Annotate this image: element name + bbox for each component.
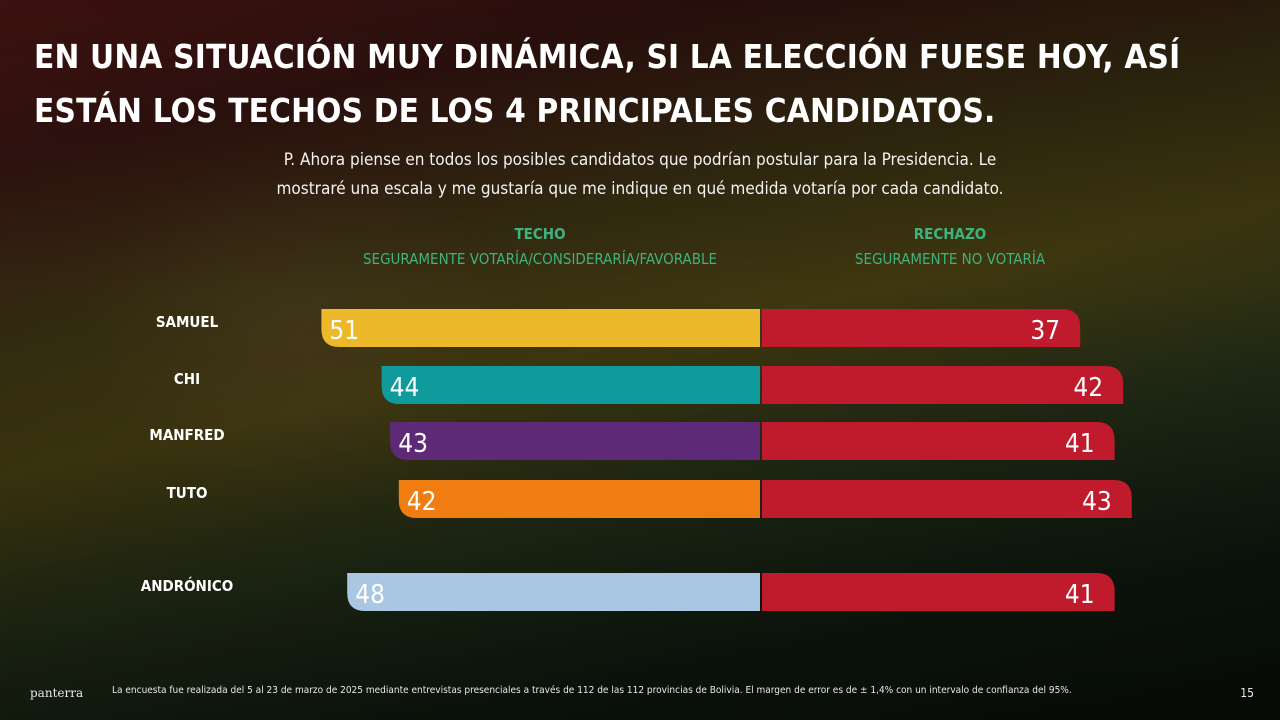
techo-value-label-chi: 44 bbox=[390, 373, 420, 403]
panterra-logo: panterra bbox=[30, 686, 84, 700]
rechazo-header-title: RECHAZO bbox=[913, 225, 987, 243]
rechazo-header-subtitle: SEGURAMENTE NO VOTARÍA bbox=[854, 250, 1046, 268]
techo-value-label-andronico: 48 bbox=[355, 580, 385, 610]
rechazo-header: RECHAZO SEGURAMENTE NO VOTARÍA bbox=[770, 222, 1130, 272]
techo-bar-chi bbox=[381, 366, 760, 404]
category-label-tuto: TUTO bbox=[167, 484, 208, 502]
question-line-2: mostraré una escala y me gustaría que me… bbox=[276, 179, 1004, 199]
techo-header-subtitle: SEGURAMENTE VOTARÍA/CONSIDERARÍA/FAVORAB… bbox=[362, 250, 718, 268]
rechazo-value-label-tuto: 43 bbox=[1082, 487, 1112, 517]
rechazo-bar-chi bbox=[762, 366, 1124, 404]
rechazo-bar-andronico bbox=[762, 573, 1115, 611]
question-line-1: P. Ahora piense en todos los posibles ca… bbox=[283, 150, 997, 170]
techo-header: TECHO SEGURAMENTE VOTARÍA/CONSIDERARÍA/F… bbox=[330, 222, 750, 272]
rechazo-value-label-manfred: 41 bbox=[1065, 429, 1095, 459]
rechazo-bar-samuel bbox=[762, 309, 1081, 347]
techo-header-title: TECHO bbox=[514, 225, 566, 243]
techo-bar-andronico bbox=[347, 573, 760, 611]
title-line-1: EN UNA SITUACIÓN MUY DINÁMICA, SI LA ELE… bbox=[34, 37, 1181, 76]
survey-question: P. Ahora piense en todos los posibles ca… bbox=[230, 146, 1050, 204]
rechazo-value-label-andronico: 41 bbox=[1065, 580, 1095, 610]
rechazo-bar-tuto bbox=[762, 480, 1132, 518]
rechazo-bar-manfred bbox=[762, 422, 1115, 460]
techo-value-label-samuel: 51 bbox=[329, 316, 359, 346]
techo-bar-tuto bbox=[398, 480, 760, 518]
title-line-2: ESTÁN LOS TECHOS DE LOS 4 PRINCIPALES CA… bbox=[34, 91, 996, 130]
slide-title: EN UNA SITUACIÓN MUY DINÁMICA, SI LA ELE… bbox=[34, 30, 1181, 138]
methodology-note: La encuesta fue realizada del 5 al 23 de… bbox=[112, 685, 1072, 696]
techo-bar-manfred bbox=[390, 422, 760, 460]
page-number: 15 bbox=[1240, 686, 1254, 700]
category-label-andronico: ANDRÓNICO bbox=[141, 576, 234, 595]
category-label-samuel: SAMUEL bbox=[156, 313, 219, 331]
techo-value-label-manfred: 43 bbox=[398, 429, 428, 459]
techo-bar-samuel bbox=[321, 309, 760, 347]
techo-value-label-tuto: 42 bbox=[407, 487, 437, 517]
rechazo-value-label-samuel: 37 bbox=[1030, 316, 1060, 346]
category-label-chi: CHI bbox=[174, 370, 200, 388]
rechazo-value-label-chi: 42 bbox=[1073, 373, 1103, 403]
category-label-manfred: MANFRED bbox=[149, 426, 224, 444]
